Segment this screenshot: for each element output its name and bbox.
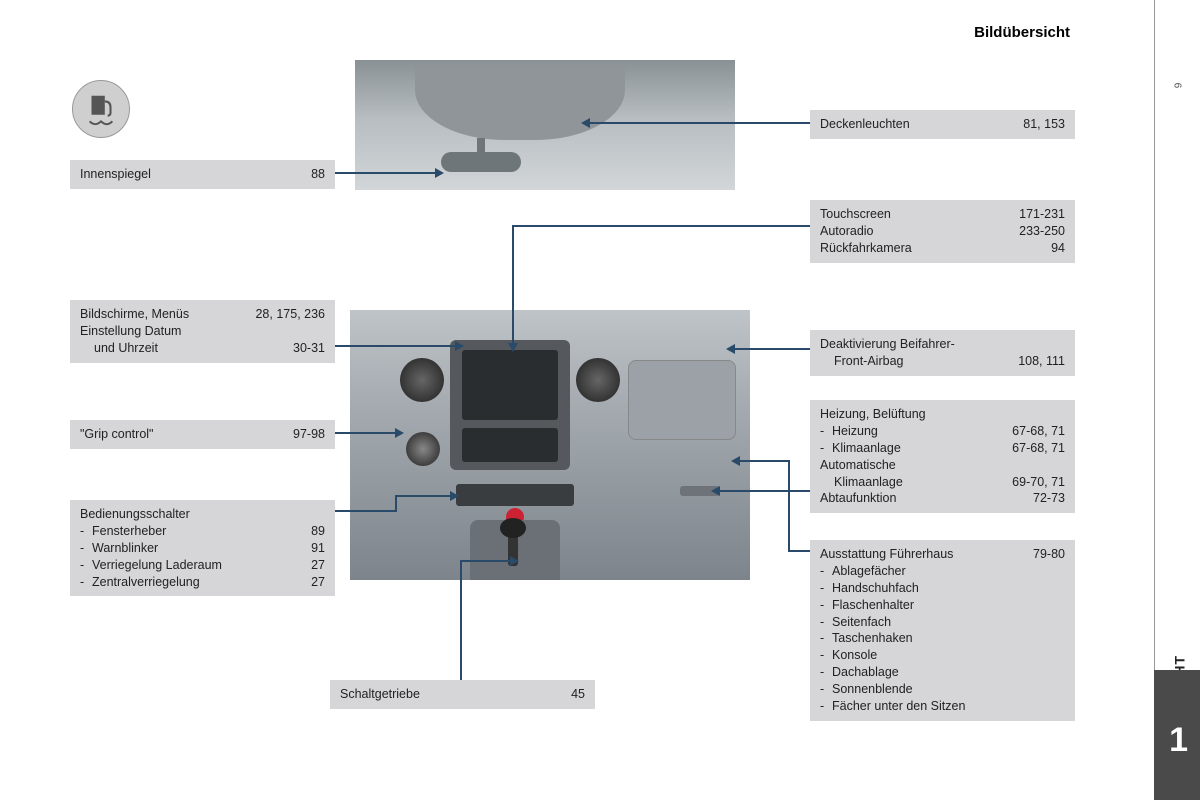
r2l: Heizung [820, 423, 878, 440]
arrow-head-icon [395, 428, 404, 438]
arrow-line [335, 432, 395, 434]
r1l: Touchscreen [820, 206, 891, 223]
b2: Handschuhfach [820, 580, 1065, 597]
r6r: 72-73 [1033, 490, 1065, 507]
arrow-line [740, 460, 790, 462]
r1r: 89 [311, 523, 325, 540]
b6: Konsole [820, 647, 1065, 664]
arrow-head-icon [450, 491, 459, 501]
arrow-head-icon [435, 168, 444, 178]
arrow-line [335, 510, 395, 512]
r3l: Verriegelung Laderaum [80, 557, 222, 574]
arrow-head-icon [726, 344, 735, 354]
arrow-line [395, 495, 450, 497]
arrow-line [590, 122, 810, 124]
r1l: Deaktivierung Beifahrer- [820, 336, 955, 353]
b7: Dachablage [820, 664, 1065, 681]
r2l: Warnblinker [80, 540, 158, 557]
arrow-line [460, 560, 462, 680]
label-airbag: Deaktivierung Beifahrer- Front-Airbag 108… [810, 330, 1075, 376]
r2l: Einstellung Datum [80, 323, 181, 340]
r3r: 30-31 [293, 340, 325, 357]
side-page-number: 9 [1174, 83, 1185, 89]
page: 88 [311, 166, 325, 183]
b5: Taschenhaken [820, 630, 1065, 647]
r1l: Bildschirme, Menüs [80, 306, 189, 323]
arrow-line [512, 225, 810, 227]
arrow-line [788, 550, 810, 552]
r1r: 28, 175, 236 [255, 306, 325, 323]
b4: Seitenfach [820, 614, 1065, 631]
r4l: Automatische [820, 457, 896, 474]
arrow-line [735, 348, 810, 350]
arrow-line [512, 225, 514, 343]
page: 45 [571, 686, 585, 703]
side-chapter-number: 1 [1169, 721, 1188, 760]
label-grip-control: "Grip control" 97-98 [70, 420, 335, 449]
page: 81, 153 [1023, 116, 1065, 133]
b9: Fächer unter den Sitzen [820, 698, 1065, 715]
label-bildschirme: Bildschirme, Menüs 28, 175, 236 Einstellu… [70, 300, 335, 363]
text: Schaltgetriebe [340, 686, 420, 703]
r2l: Front-Airbag [820, 353, 903, 370]
r3r: 27 [311, 557, 325, 574]
arrow-line [460, 560, 510, 562]
arrow-head-icon [711, 486, 720, 496]
page: 97-98 [293, 426, 325, 443]
arrow-head-icon [508, 343, 518, 352]
r3r: 67-68, 71 [1012, 440, 1065, 457]
ceiling-image [355, 60, 735, 190]
arrow-line [395, 495, 397, 512]
b3: Flaschenhalter [820, 597, 1065, 614]
text: Deckenleuchten [820, 116, 910, 133]
r1l: Ausstattung Führerhaus [820, 546, 953, 563]
arrow-line [335, 172, 435, 174]
label-schaltgetriebe: Schaltgetriebe 45 [330, 680, 595, 709]
arrow-head-icon [731, 456, 740, 466]
arrow-head-icon [581, 118, 590, 128]
r2r: 91 [311, 540, 325, 557]
text: Innenspiegel [80, 166, 151, 183]
arrow-line [788, 460, 790, 550]
page-title: Bildübersicht [974, 24, 1070, 41]
text: "Grip control" [80, 426, 153, 443]
r4l: Zentralverriegelung [80, 574, 200, 591]
r2l: Autoradio [820, 223, 874, 240]
label-deckenleuchten: Deckenleuchten 81, 153 [810, 110, 1075, 139]
r5r: 69-70, 71 [1012, 474, 1065, 491]
dashboard-image [350, 310, 750, 580]
r5l: Klimaanlage [820, 474, 903, 491]
fuel-anchor-icon [72, 80, 130, 138]
r1r: 79-80 [1033, 546, 1065, 563]
label-touchscreen: Touchscreen 171-231 Autoradio 233-250 Rück… [810, 200, 1075, 263]
r1l: Fensterheber [80, 523, 166, 540]
r2r: 67-68, 71 [1012, 423, 1065, 440]
label-innenspiegel: Innenspiegel 88 [70, 160, 335, 189]
r1r: 171-231 [1019, 206, 1065, 223]
r2r: 108, 111 [1018, 353, 1065, 370]
r3l: und Uhrzeit [80, 340, 158, 357]
title: Bedienungsschalter [80, 506, 325, 523]
arrow-head-icon [455, 341, 464, 351]
b8: Sonnenblende [820, 681, 1065, 698]
r3l: Klimaanlage [820, 440, 901, 457]
r6l: Abtaufunktion [820, 490, 896, 507]
r3r: 94 [1051, 240, 1065, 257]
r2r: 233-250 [1019, 223, 1065, 240]
label-bedienungsschalter: Bedienungsschalter Fensterheber 89 Warnbl… [70, 500, 335, 596]
label-heizung: Heizung, Belüftung Heizung 67-68, 71 Klim… [810, 400, 1075, 513]
r3l: Rückfahrkamera [820, 240, 912, 257]
label-ausstattung: Ausstattung Führerhaus 79-80 Ablagefächer… [810, 540, 1075, 721]
arrow-line [720, 490, 810, 492]
b1: Ablagefächer [820, 563, 1065, 580]
arrow-line [335, 345, 455, 347]
arrow-head-icon [510, 556, 519, 566]
r4r: 27 [311, 574, 325, 591]
r1l: Heizung, Belüftung [820, 406, 926, 423]
